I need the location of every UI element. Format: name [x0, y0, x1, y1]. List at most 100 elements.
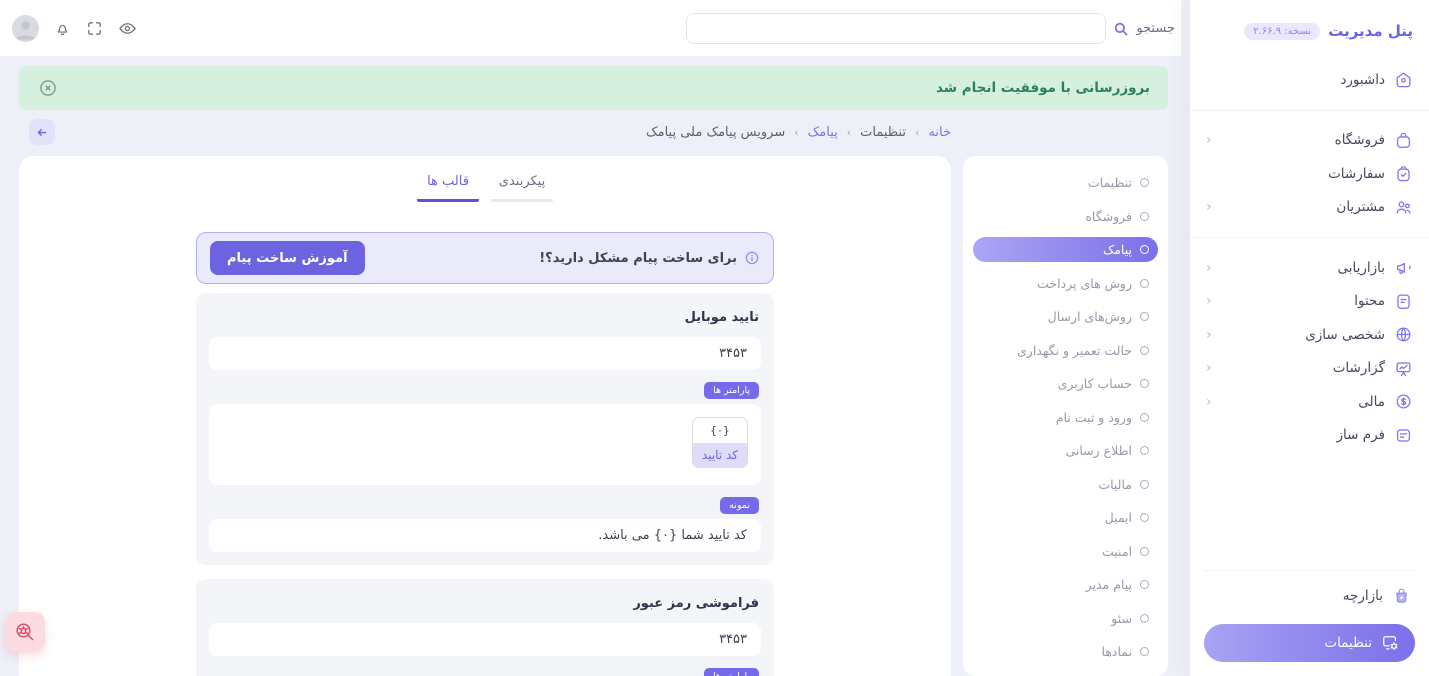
param-chip-verify-code[interactable]: {۰} کد تایید [691, 417, 748, 468]
submenu-item-seo[interactable]: سئو [973, 606, 1158, 631]
help-box: برای ساخت پیام مشکل دارید؟! آموزش ساخت پ… [196, 232, 774, 284]
sidebar-item-content[interactable]: محتوا ‹ [1190, 285, 1429, 319]
tutorial-button[interactable]: آموزش ساخت پیام [210, 241, 365, 275]
fullscreen-icon[interactable] [86, 20, 103, 37]
topbar: جستجو [0, 0, 1181, 57]
chevron-icon: ‹ [1206, 132, 1212, 149]
submenu-label: حساب کاربری [1057, 376, 1132, 391]
submenu-item-settings[interactable]: تنظیمات [973, 170, 1158, 195]
sidebar-label: داشبورد [1340, 71, 1385, 88]
marketplace-bag-icon [1392, 586, 1411, 605]
search-input[interactable] [686, 13, 1107, 44]
tab-templates[interactable]: قالب ها [417, 174, 479, 202]
submenu-item-account[interactable]: حساب کاربری [973, 371, 1158, 396]
sidebar-item-marketplace[interactable]: بازارچه [1204, 577, 1415, 614]
sidebar-item-store[interactable]: فروشگاه ‹ [1190, 124, 1429, 158]
settings-button-label: تنظیمات [1324, 635, 1372, 651]
submenu-label: روش‌های ارسال [1047, 309, 1132, 324]
circle-icon [1140, 278, 1149, 288]
reports-chart-icon [1394, 359, 1413, 378]
panel-title: پنل مدیریت [1328, 22, 1413, 40]
submenu-item-email[interactable]: ایمیل [973, 505, 1158, 530]
back-button[interactable] [29, 119, 55, 145]
submenu-item-store[interactable]: فروشگاه [973, 204, 1158, 229]
submenu-label: ورود و ثبت نام [1055, 409, 1132, 425]
submenu-item-admin-message[interactable]: پیام مدیر [973, 572, 1158, 597]
submenu-item-shipping-methods[interactable]: روش‌های ارسال [973, 304, 1158, 329]
preview-eye-icon[interactable] [118, 19, 137, 38]
template-card-mobile-verify: تایید موبایل ۳۴۵۳ پارامتر ها {۰} کد تایی… [196, 293, 774, 565]
sidebar-item-marketing[interactable]: بازاریابی ‹ [1190, 251, 1429, 285]
submenu-item-login-register[interactable]: ورود و ثبت نام [973, 405, 1158, 430]
submenu-item-security[interactable]: امنیت [973, 539, 1158, 564]
sidebar-item-form-builder[interactable]: فرم ساز [1190, 419, 1429, 453]
search-area: جستجو [686, 13, 1175, 44]
submenu-item-tax[interactable]: مالیات [973, 472, 1158, 497]
finance-dollar-icon [1394, 392, 1413, 411]
debug-report-button[interactable] [5, 612, 45, 652]
submenu-item-sms[interactable]: پیامک [973, 237, 1158, 262]
tabs: قالب ها پیکربندی [196, 174, 774, 202]
notifications-bell-icon[interactable] [54, 20, 71, 37]
sidebar-label: محتوا [1354, 293, 1385, 310]
breadcrumb-separator: › [794, 126, 799, 139]
settings-button[interactable]: تنظیمات [1204, 624, 1415, 662]
submenu-label: سئو [1111, 610, 1132, 626]
submenu-label: اطلاع رسانی [1065, 443, 1132, 458]
settings-submenu: تنظیمات فروشگاه پیامک روش های پرداخت روش… [963, 156, 1168, 676]
divider [1190, 237, 1429, 238]
circle-icon [1140, 211, 1149, 221]
banner-close-icon[interactable] [38, 78, 58, 98]
circle-icon [1140, 513, 1149, 522]
breadcrumb-settings[interactable]: تنظیمات [860, 125, 906, 140]
submenu-item-badges[interactable]: نمادها [973, 639, 1158, 664]
submenu-label: نمادها [1101, 644, 1132, 659]
circle-icon [1140, 379, 1149, 388]
breadcrumb-sms[interactable]: پیامک [807, 125, 838, 140]
success-banner: بروزرسانی با موفقیت انجام شد [19, 66, 1168, 110]
param-chip-label: کد تایید [692, 443, 747, 467]
chevron-icon: ‹ [1206, 326, 1212, 343]
submenu-item-payment-methods[interactable]: روش های پرداخت [973, 271, 1158, 296]
sidebar-item-customers[interactable]: مشتریان ‹ [1190, 191, 1429, 225]
divider [1190, 109, 1429, 111]
submenu-item-notifications[interactable]: اطلاع رسانی [973, 438, 1158, 463]
template-code-input[interactable]: ۳۴۵۳ [209, 623, 761, 656]
submenu-item-maintenance[interactable]: حالت تعمیر و نگهداری [973, 338, 1158, 363]
sidebar-item-finance[interactable]: مالی ‹ [1190, 385, 1429, 419]
submenu-label: حالت تعمیر و نگهداری [1017, 342, 1132, 358]
sidebar-item-reports[interactable]: گزارشات ‹ [1190, 352, 1429, 386]
orders-bag-check-icon [1394, 164, 1413, 183]
sample-text: کد تایید شما {۰} می باشد. [209, 519, 761, 552]
store-bag-icon [1394, 131, 1413, 150]
breadcrumb-home[interactable]: خانه [928, 125, 951, 140]
breadcrumb-current: سرویس پیامک ملی پیامک [645, 125, 786, 140]
sidebar-item-dashboard[interactable]: داشبورد [1190, 63, 1429, 97]
search-label: جستجو [1136, 21, 1175, 36]
sidebar-bottom: بازارچه تنظیمات [1190, 570, 1429, 676]
template-title: تایید موبایل [684, 310, 759, 325]
version-badge: نسخه: ۲.۶۶.۹ [1244, 22, 1321, 40]
sidebar-item-personalization[interactable]: شخصی سازی ‹ [1190, 318, 1429, 352]
circle-icon [1140, 412, 1149, 422]
params-box: {۰} کد تایید [209, 404, 761, 485]
template-code-input[interactable]: ۳۴۵۳ [209, 337, 761, 370]
submenu-label: ایمیل [1104, 510, 1132, 525]
param-chip-value: {۰} [709, 424, 730, 437]
submenu-label: پیامک [1103, 242, 1132, 257]
chevron-icon: ‹ [1206, 293, 1212, 310]
circle-icon [1140, 345, 1149, 355]
chevron-icon: ‹ [1206, 199, 1212, 216]
search-icon[interactable] [1112, 20, 1130, 38]
tab-configuration[interactable]: پیکربندی [491, 174, 553, 202]
circle-icon [1140, 546, 1149, 556]
success-banner-text: بروزرسانی با موفقیت انجام شد [935, 80, 1150, 96]
submenu-label: فروشگاه [1085, 208, 1132, 224]
chevron-icon: ‹ [1206, 259, 1212, 276]
circle-icon [1140, 245, 1149, 254]
params-badge: پارامتر ها [704, 668, 759, 676]
avatar[interactable] [12, 15, 39, 42]
sidebar-item-orders[interactable]: سفارشات [1190, 157, 1429, 191]
circle-icon [1140, 647, 1149, 656]
sidebar-label: فروشگاه [1334, 132, 1385, 149]
